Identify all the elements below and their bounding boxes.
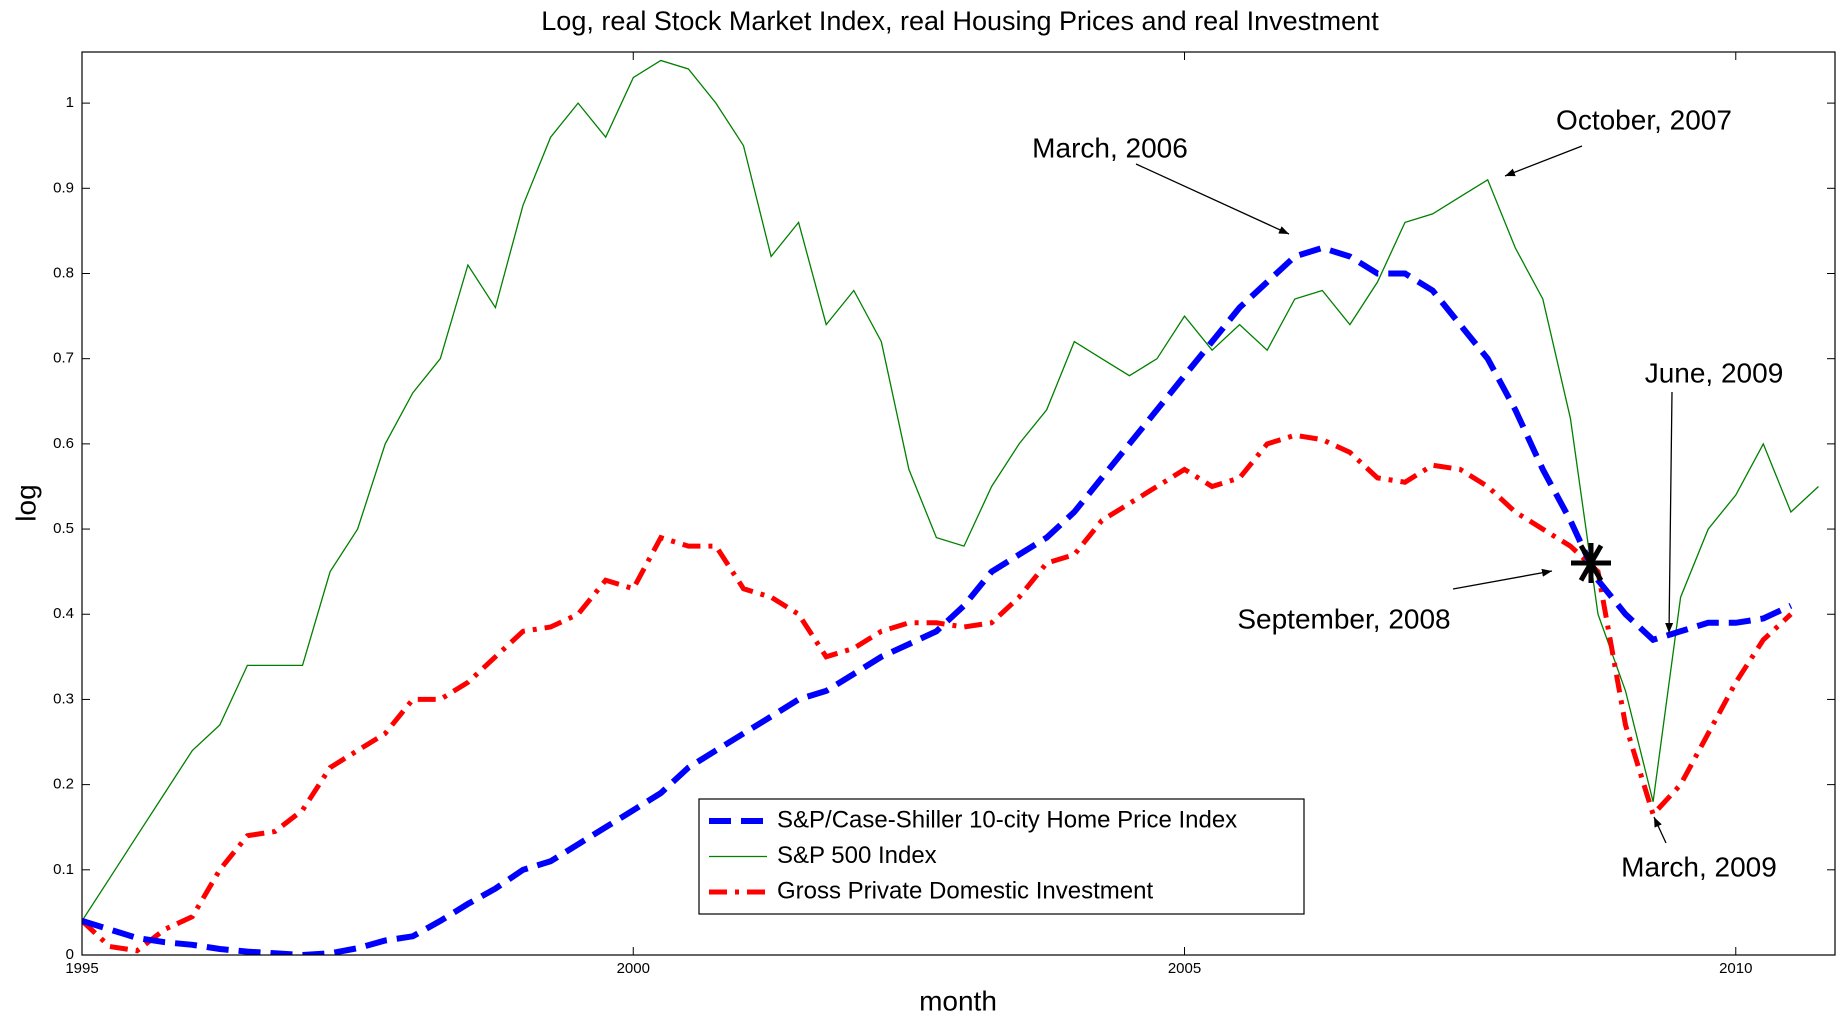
annotation: June, 2009: [1645, 357, 1784, 388]
legend-label: Gross Private Domestic Investment: [777, 877, 1153, 904]
annotation-arrow: [1653, 816, 1667, 844]
x-tick-label: 2005: [1168, 960, 1201, 977]
plot-frame: [81, 51, 1836, 956]
x-axis-label: month: [919, 985, 997, 1016]
annotation-arrow: [1452, 568, 1553, 590]
annotation: March, 2009: [1621, 851, 1777, 882]
series-line: [82, 432, 1793, 954]
legend-label: S&P 500 Index: [777, 842, 937, 869]
y-tick-label: 0.6: [53, 435, 74, 452]
chart-title: Log, real Stock Market Index, real Housi…: [541, 6, 1379, 36]
y-tick-label: 0.5: [53, 520, 74, 537]
annotation: September, 2008: [1237, 603, 1450, 634]
legend-box: [698, 798, 1305, 915]
legend-label: S&P/Case-Shiller 10-city Home Price Inde…: [777, 806, 1237, 833]
annotation: March, 2006: [1032, 132, 1188, 163]
annotation-arrow: [1504, 145, 1583, 177]
y-tick-label: 0.8: [53, 264, 74, 281]
y-tick-label: 0: [66, 946, 74, 963]
x-tick-label: 1995: [65, 960, 98, 977]
y-tick-label: 1: [66, 94, 74, 111]
y-tick-label: 0.4: [53, 605, 74, 622]
y-tick-label: 0.1: [53, 861, 74, 878]
y-tick-label: 0.9: [53, 179, 74, 196]
annotation-arrow: [1665, 391, 1674, 634]
x-tick-label: 2010: [1719, 960, 1752, 977]
series-line: [82, 244, 1793, 955]
annotation: October, 2007: [1556, 104, 1732, 135]
x-tick-label: 2000: [617, 960, 650, 977]
annotation-arrow: [1135, 163, 1290, 235]
y-axis-label: log: [10, 484, 41, 521]
series-line: [82, 59, 1819, 922]
y-tick-label: 0.7: [53, 350, 74, 367]
y-tick-label: 0.3: [53, 690, 74, 707]
y-tick-label: 0.2: [53, 776, 74, 793]
